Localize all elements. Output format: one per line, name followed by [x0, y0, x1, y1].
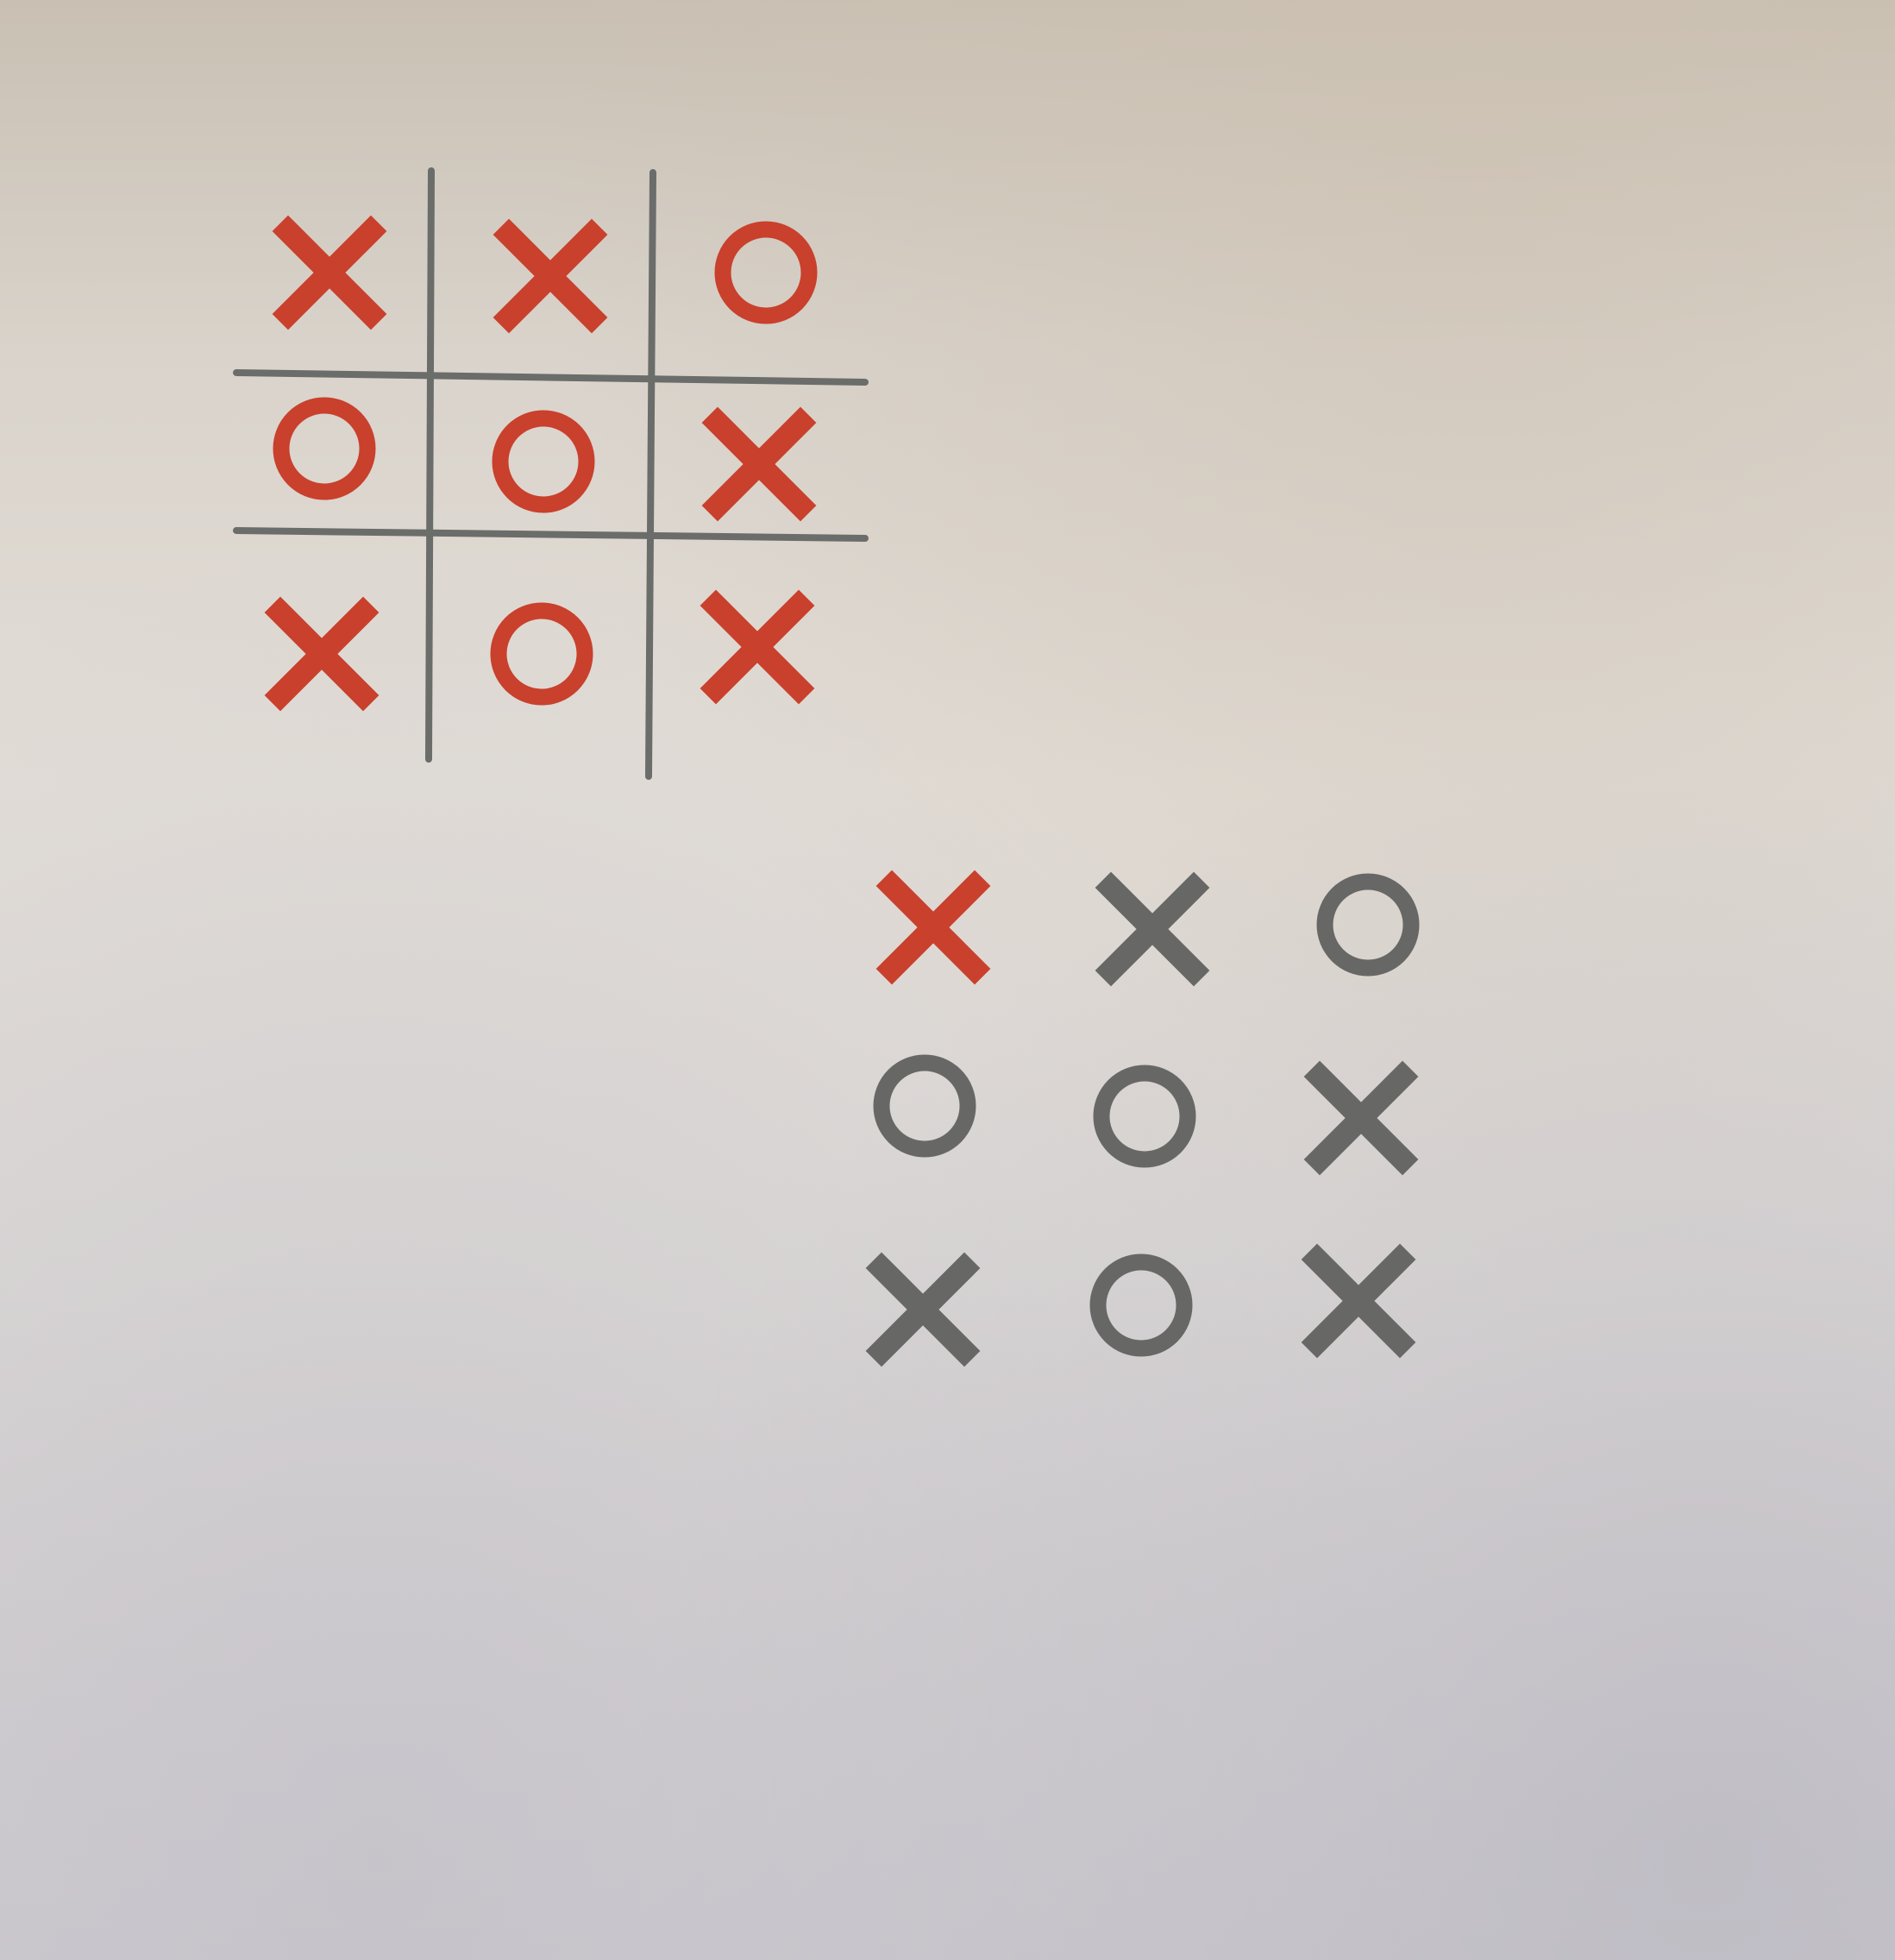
grid-line-3 [233, 369, 869, 386]
x-mark-r1c2[interactable] [1095, 871, 1210, 987]
grid-line-1 [425, 167, 435, 763]
x-mark-r1c1[interactable] [272, 215, 387, 330]
o-mark-r3c2[interactable] [490, 602, 593, 706]
grid-line-4 [233, 527, 869, 542]
x-mark-r2c3[interactable] [1303, 1060, 1419, 1176]
x-mark-r2c3[interactable] [701, 406, 817, 522]
o-mark-r2c1[interactable] [873, 1054, 976, 1158]
o-mark-r2c2[interactable] [492, 410, 595, 513]
o-mark-r3c2[interactable] [1089, 1253, 1193, 1357]
x-mark-r3c1[interactable] [865, 1252, 981, 1367]
o-mark-r1c3[interactable] [714, 221, 818, 324]
x-mark-r1c2[interactable] [493, 218, 608, 334]
o-mark-r2c1[interactable] [273, 397, 376, 500]
x-mark-r1c1[interactable] [875, 870, 991, 985]
x-mark-r3c1[interactable] [264, 596, 380, 712]
o-mark-r1c3[interactable] [1316, 873, 1420, 977]
x-mark-r3c3[interactable] [1301, 1243, 1416, 1359]
o-mark-r2c2[interactable] [1093, 1065, 1196, 1168]
x-mark-r3c3[interactable] [700, 589, 815, 705]
grid-line-2 [645, 169, 656, 780]
